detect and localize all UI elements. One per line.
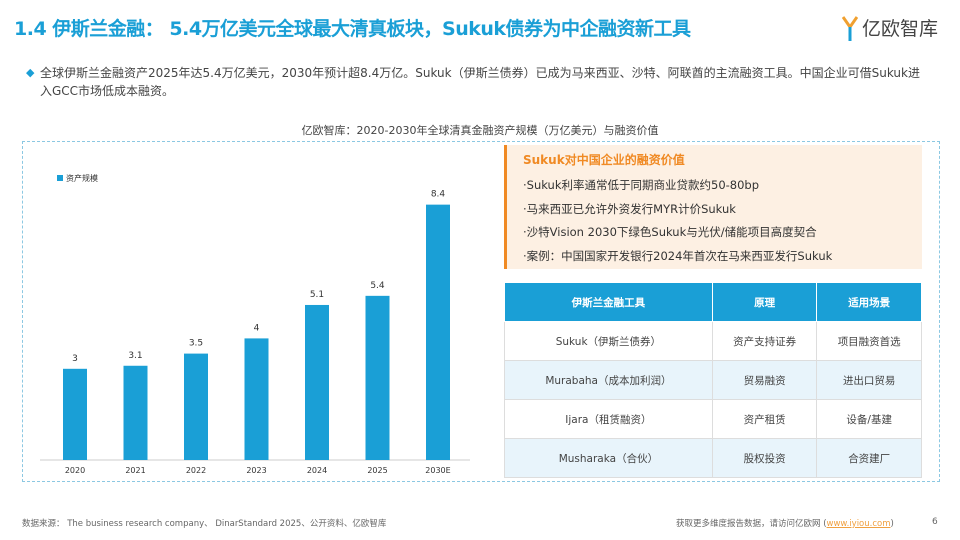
table-cell: Ijara（租赁融资） — [504, 399, 713, 439]
table-cell: 资产租赁 — [711, 399, 818, 439]
table-row: Ijara（租赁融资） 资产租赁 设备/基建 — [504, 399, 922, 439]
x-tick-label: 2025 — [367, 466, 387, 475]
data-label: 5.1 — [310, 290, 324, 300]
bar-2024 — [305, 304, 329, 460]
table-row: Sukuk（伊斯兰债券） 资产支持证券 项目融资首选 — [504, 321, 922, 361]
table-cell: 股权投资 — [711, 438, 818, 478]
chart-svg: 资产规模 3 2020 3.1 2021 3.5 2022 4 2023 5.1 2024 5.4 2… — [40, 173, 470, 475]
source-note: 数据来源： The business research company、 Din… — [22, 519, 387, 529]
table-cell: 资产支持证券 — [711, 321, 818, 361]
table-cell: 项目融资首选 — [816, 321, 922, 361]
footer-cta: 获取更多维度报告数据，请访问亿欧网 (www.iyiou.com) — [676, 517, 894, 529]
logo-text: 亿欧智库 — [862, 18, 939, 40]
table-cell: Murabaha（成本加利润） — [504, 360, 713, 400]
column-header: 伊斯兰金融工具 — [504, 282, 713, 322]
value-box: Sukuk对中国企业的融资价值 ·Sukuk利率通常低于同期商业贷款约50-80… — [504, 145, 922, 269]
data-label: 8.4 — [431, 190, 446, 200]
diamond-bullet-icon: ◆ — [26, 66, 35, 79]
data-label: 3.1 — [128, 351, 142, 361]
data-label: 5.4 — [370, 281, 385, 291]
legend-swatch — [57, 175, 63, 181]
table-row: Murabaha（成本加利润） 贸易融资 进出口贸易 — [504, 360, 922, 400]
bar-2021 — [123, 365, 148, 460]
column-header: 适用场景 — [816, 282, 922, 322]
value-box-heading: Sukuk对中国企业的融资价值 — [523, 153, 685, 167]
value-item: ·马来西亚已允许外资发行MYR计价Sukuk — [523, 201, 736, 216]
table-cell: 进出口贸易 — [816, 360, 922, 400]
cta-end: ) — [890, 519, 894, 529]
bar-2020 — [63, 368, 87, 460]
table-cell: 设备/基建 — [816, 399, 922, 439]
value-item: ·Sukuk利率通常低于同期商业贷款约50-80bp — [523, 178, 760, 192]
table-cell: 贸易融资 — [711, 360, 818, 400]
bar-2025 — [365, 295, 390, 460]
website-link[interactable]: www.iyiou.com — [826, 519, 891, 529]
summary-text: 全球伊斯兰金融资产2025年达5.4万亿美元，2030年预计超8.4万亿。Suk… — [40, 66, 920, 98]
instrument-table: 伊斯兰金融工具 原理 适用场景 Sukuk（伊斯兰债券） 资产支持证券 项目融资首选… — [504, 282, 922, 478]
table-header-row: 伊斯兰金融工具 原理 适用场景 — [504, 282, 922, 322]
data-label: 3 — [72, 354, 78, 364]
page-title: 1.4 伊斯兰金融： 5.4万亿美元全球最大清真板块，Sukuk债券为中企融资新… — [14, 18, 691, 40]
x-tick-label: 2030E — [425, 466, 450, 475]
x-tick-label: 2022 — [186, 466, 206, 475]
column-header: 原理 — [711, 282, 818, 322]
data-label: 3.5 — [189, 339, 203, 349]
x-tick-label: 2023 — [246, 466, 266, 475]
page-number: 6 — [932, 517, 938, 527]
x-tick-label: 2021 — [125, 466, 145, 475]
table-cell: Sukuk（伊斯兰债券） — [504, 321, 713, 361]
data-label: 4 — [254, 323, 260, 333]
cta-text: 获取更多维度报告数据，请访问亿欧网 ( — [676, 519, 827, 529]
value-item: ·沙特Vision 2030下绿色Sukuk与光伏/储能项目高度契合 — [523, 225, 817, 239]
logo: 亿欧智库 — [842, 14, 938, 41]
logo-icon — [842, 15, 858, 41]
x-tick-label: 2024 — [307, 466, 327, 475]
content-frame — [22, 141, 940, 482]
table-row: Musharaka（合伙） 股权投资 合资建厂 — [504, 438, 922, 478]
x-tick-label: 2020 — [65, 466, 85, 475]
value-item: ·案例：中国国家开发银行2024年首次在马来西亚发行Sukuk — [523, 248, 833, 263]
chart-title: 亿欧智库：2020-2030年全球清真金融资产规模（万亿美元）与融资价值 — [301, 124, 659, 137]
summary: ◆ 全球伊斯兰金融资产2025年达5.4万亿美元，2030年预计超8.4万亿。Su… — [26, 64, 931, 100]
bar-2022 — [184, 353, 208, 460]
table-cell: Musharaka（合伙） — [504, 438, 713, 478]
bar-2023 — [244, 338, 269, 460]
table-cell: 合资建厂 — [816, 438, 922, 478]
bar-2030E — [426, 204, 450, 460]
legend-label: 资产规模 — [66, 173, 98, 183]
